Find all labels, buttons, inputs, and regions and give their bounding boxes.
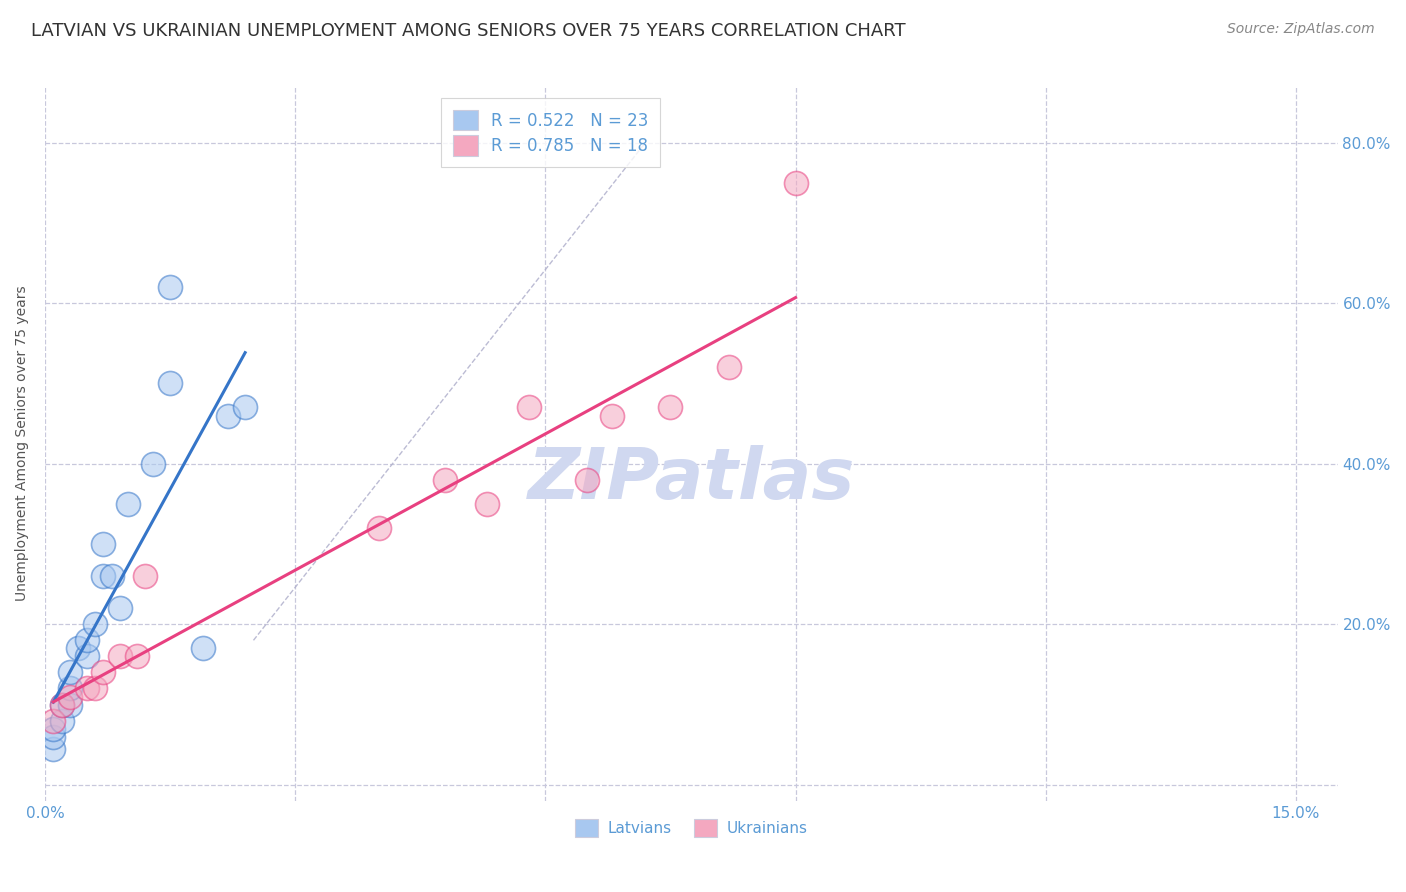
Text: Source: ZipAtlas.com: Source: ZipAtlas.com [1227, 22, 1375, 37]
Point [117, 497, 139, 511]
Point [217, 409, 239, 423]
Point [51, 714, 73, 728]
Point [108, 649, 131, 664]
Point [159, 376, 181, 391]
Point [42, 722, 65, 736]
Point [42, 741, 65, 756]
Y-axis label: Unemployment Among Seniors over 75 years: Unemployment Among Seniors over 75 years [15, 285, 30, 601]
Point [67, 641, 90, 656]
Point [659, 401, 682, 415]
Point [42, 730, 65, 744]
Point [785, 176, 807, 190]
Point [108, 601, 131, 615]
Point [76, 649, 98, 664]
Point [84, 617, 107, 632]
Point [517, 401, 540, 415]
Point [159, 280, 181, 294]
Point [475, 497, 498, 511]
Point [93, 569, 115, 583]
Point [59, 698, 82, 712]
Legend: Latvians, Ukrainians: Latvians, Ukrainians [569, 813, 814, 843]
Point [59, 665, 82, 680]
Text: LATVIAN VS UKRAINIAN UNEMPLOYMENT AMONG SENIORS OVER 75 YEARS CORRELATION CHART: LATVIAN VS UKRAINIAN UNEMPLOYMENT AMONG … [31, 22, 905, 40]
Point [134, 569, 156, 583]
Point [717, 360, 740, 375]
Point [233, 401, 256, 415]
Point [59, 681, 82, 696]
Point [93, 665, 115, 680]
Point [59, 690, 82, 704]
Point [600, 409, 623, 423]
Point [576, 473, 599, 487]
Point [367, 521, 389, 535]
Point [93, 537, 115, 551]
Point [434, 473, 457, 487]
Point [84, 681, 107, 696]
Point [125, 649, 148, 664]
Point [100, 569, 122, 583]
Point [51, 698, 73, 712]
Point [76, 633, 98, 648]
Point [76, 681, 98, 696]
Point [142, 457, 165, 471]
Point [42, 714, 65, 728]
Point [51, 698, 73, 712]
Text: ZIPatlas: ZIPatlas [527, 445, 855, 514]
Point [193, 641, 215, 656]
